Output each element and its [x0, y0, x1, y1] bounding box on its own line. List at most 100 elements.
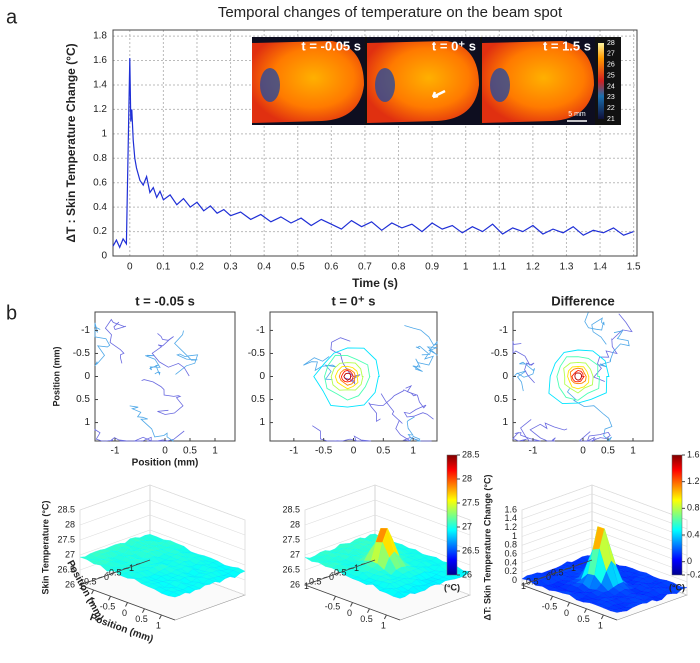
x-tick-label: 1	[410, 446, 416, 457]
grid-line	[304, 529, 471, 566]
y-tick-label: -1	[568, 563, 576, 573]
contour-ring	[330, 362, 364, 391]
contour-line	[145, 354, 161, 376]
x-tick-label: 0	[122, 608, 127, 618]
contour-ring	[340, 369, 354, 383]
contour-line	[104, 318, 127, 364]
chart-title: Difference	[551, 293, 615, 308]
contour-line	[584, 312, 607, 345]
frame-label: t = 1.5 s	[543, 38, 591, 53]
surface-patch	[167, 591, 181, 598]
z-tick-label: 0.2	[504, 566, 517, 576]
grid-line	[304, 514, 471, 551]
z-tick-label: 28.5	[57, 504, 75, 514]
x-tick-label: -0.5	[542, 602, 558, 612]
colorbar-tick-label: 26	[607, 62, 615, 69]
finger-shape	[482, 41, 594, 123]
contour-line	[598, 330, 630, 368]
y-axis-label: Position (mm)	[51, 346, 61, 406]
colorbar-tick-label: 0	[687, 556, 692, 566]
x-tick-label: 0	[580, 446, 586, 457]
colorbar-tick-label: 27	[607, 51, 615, 58]
axis-edge	[303, 559, 401, 621]
colorbar-tick-label: 26	[462, 569, 472, 579]
x-tick-mark	[350, 602, 353, 607]
x-tick-label: 1	[212, 446, 218, 457]
z-tick-label: 26.5	[282, 564, 300, 574]
colorbar-tick-label: 1.6	[687, 449, 700, 459]
x-tick-mark	[383, 614, 387, 620]
z-tick-label: 0.4	[504, 557, 517, 567]
y-tick-label: 0.5	[76, 394, 90, 405]
contour-ring	[569, 367, 587, 385]
x-tick-mark	[108, 596, 111, 601]
colorbar-tick-label: 0.4	[687, 529, 700, 539]
x-tick-label: 0.5	[183, 446, 197, 457]
y-tick-label: 0	[259, 371, 265, 382]
colorbar-tick-label: 23	[607, 94, 615, 101]
z-tick-label: 1.2	[504, 522, 517, 532]
x-tick-mark	[158, 614, 162, 620]
y-tick-label: -1	[351, 563, 359, 573]
y-tick-label: -1	[81, 325, 90, 336]
x-tick-mark	[600, 614, 604, 620]
colorbar-tick-label: 27	[462, 521, 472, 531]
x-axis-label: Time (s)	[352, 276, 398, 290]
colorbar-tick-label: 1.2	[687, 476, 700, 486]
contour-line	[593, 313, 633, 382]
y-tick-label: 1	[101, 128, 107, 139]
x-tick-label: 1.4	[593, 262, 607, 273]
z-tick-label: 26	[290, 579, 300, 589]
y-tick-label: 1	[84, 417, 90, 428]
y-tick-label: -1	[126, 563, 134, 573]
y-tick-label: 0.5	[251, 394, 265, 405]
surface-patch	[610, 609, 623, 613]
colorbar	[446, 454, 458, 576]
finger-shape	[367, 41, 479, 123]
contour-line	[368, 389, 417, 423]
contour-line	[141, 379, 184, 415]
x-tick-label: 1.5	[627, 262, 641, 273]
contour-line	[174, 330, 199, 375]
x-tick-label: 0	[564, 608, 569, 618]
x-tick-label: 0.8	[392, 262, 406, 273]
contour-line	[94, 428, 142, 442]
cool-region	[260, 68, 280, 102]
contour-line	[529, 422, 568, 442]
x-tick-label: 0	[351, 446, 357, 457]
y-tick-label: 1	[502, 417, 508, 428]
z-tick-label: 27	[290, 549, 300, 559]
y-tick-label: 0	[502, 371, 508, 382]
contour-line	[94, 322, 111, 367]
colorbar-tick-label: 0.8	[687, 503, 700, 513]
contour-ring	[548, 349, 610, 405]
colorbar-tick-label: 24	[607, 83, 615, 90]
y-tick-label: 1.6	[93, 55, 107, 66]
x-tick-label: 0.5	[601, 446, 615, 457]
y-tick-label: 0.4	[93, 202, 107, 213]
finger-shape	[252, 41, 364, 123]
colorbar-label: (°C)	[444, 582, 460, 592]
y-tick-label: 1.2	[93, 104, 107, 115]
x-tick-label: 0	[127, 262, 133, 273]
x-tick-label: 0.5	[135, 614, 148, 624]
chart-title: Temporal changes of temperature on the b…	[218, 4, 563, 21]
colorbar-tick-label: 28	[607, 40, 615, 47]
contour-ring	[556, 356, 600, 401]
grid-line	[521, 502, 688, 538]
y-tick-label: -0.5	[73, 348, 91, 359]
contour-line	[312, 425, 372, 442]
x-tick-label: -1	[111, 446, 120, 457]
y-tick-label: -1	[256, 325, 265, 336]
contour-ring	[313, 347, 380, 408]
y-tick-label: 0.6	[93, 177, 107, 188]
z-axis-label: Skin Temperature (°C)	[40, 501, 50, 595]
z-tick-label: 27.5	[57, 534, 75, 544]
z-tick-label: 28.5	[282, 504, 300, 514]
contour-line	[412, 345, 434, 372]
y-tick-label: 0.2	[93, 226, 107, 237]
x-tick-mark	[550, 596, 553, 601]
grid-line	[521, 493, 688, 530]
y-tick-label: 0	[329, 572, 334, 582]
